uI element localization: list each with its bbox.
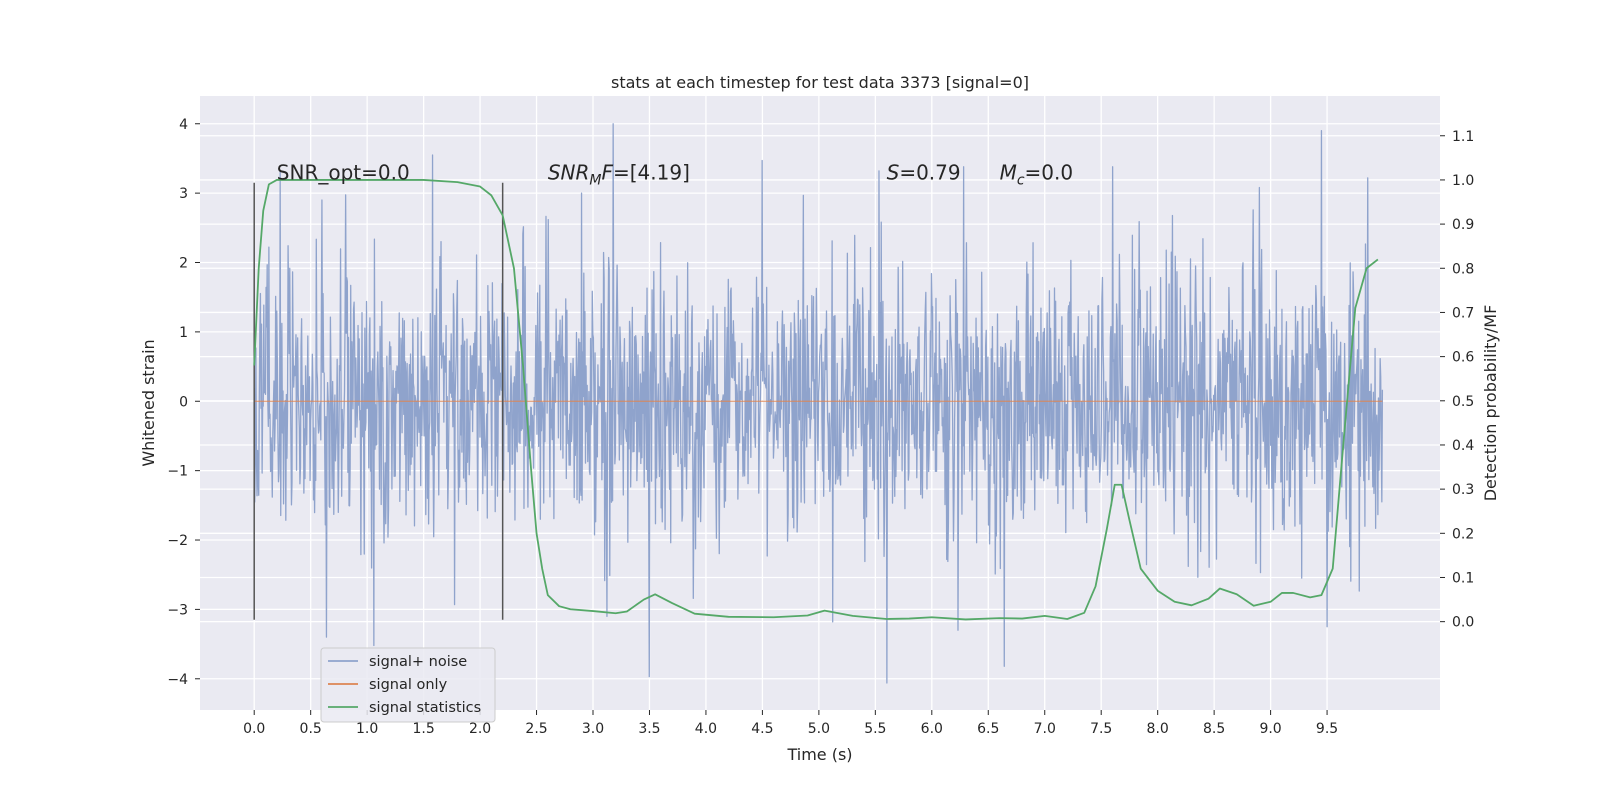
x-axis-label: Time (s) <box>786 745 852 764</box>
legend-label-noise: signal+ noise <box>369 654 467 670</box>
y2-tick-label: 0.3 <box>1452 482 1474 498</box>
y2-tick-label: 0.4 <box>1452 438 1474 454</box>
legend-label-statistics: signal statistics <box>369 700 481 716</box>
x-tick-label: 9.0 <box>1259 721 1281 737</box>
y-tick-label: 4 <box>179 117 188 133</box>
y2-tick-label: 0.0 <box>1452 615 1474 631</box>
y2-tick-label: 0.2 <box>1452 526 1474 542</box>
x-tick-label: 2.0 <box>469 721 491 737</box>
x-tick-label: 4.0 <box>695 721 717 737</box>
x-tick-label: 8.0 <box>1147 721 1169 737</box>
x-tick-label: 9.5 <box>1316 721 1338 737</box>
y2-tick-label: 1.0 <box>1452 173 1474 189</box>
x-tick-label: 7.5 <box>1090 721 1112 737</box>
y2-tick-label: 1.1 <box>1452 129 1474 145</box>
y-tick-label: 3 <box>179 186 188 202</box>
stat-series-line <box>253 179 1379 621</box>
annotation-text: S=0.79 <box>887 160 961 184</box>
annotation-text: Mc=0.0 <box>1000 160 1074 188</box>
y2-tick-label: 0.5 <box>1452 394 1474 410</box>
x-tick-label: 3.5 <box>638 721 660 737</box>
annotation-text: SNRMF=[4.19] <box>548 160 690 188</box>
y-tick-label: −2 <box>167 533 188 549</box>
stat-series-layer <box>253 179 1379 621</box>
annotation-text: SNR_opt=0.0 <box>277 160 410 184</box>
x-tick-label: 2.5 <box>525 721 547 737</box>
tick-layer: 0.0 0.5 1.0 1.5 2.0 2.5 3.0 3.5 4.0 4.5 5.0 5.5 6.0 6… <box>167 117 1474 737</box>
legend-box <box>320 647 496 723</box>
x-tick-label: 6.5 <box>977 721 999 737</box>
y-tick-label: −1 <box>167 464 188 480</box>
x-tick-label: 0.5 <box>300 721 322 737</box>
y2-tick-label: 0.6 <box>1452 350 1474 366</box>
legend-label-signal: signal only <box>369 677 448 693</box>
y-tick-label: 2 <box>179 256 188 272</box>
y-tick-label: 0 <box>179 394 188 410</box>
x-tick-label: 1.5 <box>412 721 434 737</box>
x-tick-label: 3.0 <box>582 721 604 737</box>
y-axis-label: Whitened strain <box>139 339 158 466</box>
y-tick-label: 1 <box>179 325 188 341</box>
legend: signal+ noise signal only signal statist… <box>320 647 496 723</box>
x-tick-label: 5.0 <box>808 721 830 737</box>
y2-axis-label: Detection probability/MF <box>1481 305 1500 502</box>
chart-title: stats at each timestep for test data 337… <box>611 73 1029 92</box>
x-tick-label: 1.0 <box>356 721 378 737</box>
x-tick-label: 4.5 <box>751 721 773 737</box>
noise-series-layer <box>253 123 1384 684</box>
y2-tick-label: 0.1 <box>1452 570 1474 586</box>
y-tick-label: −3 <box>167 602 188 618</box>
x-tick-label: 6.0 <box>921 721 943 737</box>
noise-series-line <box>253 123 1384 684</box>
x-tick-label: 5.5 <box>864 721 886 737</box>
y2-tick-label: 0.8 <box>1452 261 1474 277</box>
x-tick-label: 8.5 <box>1203 721 1225 737</box>
annotation-layer: SNR_opt=0.0 SNRMF=[4.19] S=0.79 Mc=0.0 <box>277 160 1073 188</box>
x-tick-label: 0.0 <box>243 721 265 737</box>
y2-tick-label: 0.7 <box>1452 305 1474 321</box>
vline-layer <box>253 182 504 620</box>
y2-tick-label: 0.9 <box>1452 217 1474 233</box>
y-tick-label: −4 <box>167 672 188 688</box>
x-tick-label: 7.0 <box>1034 721 1056 737</box>
